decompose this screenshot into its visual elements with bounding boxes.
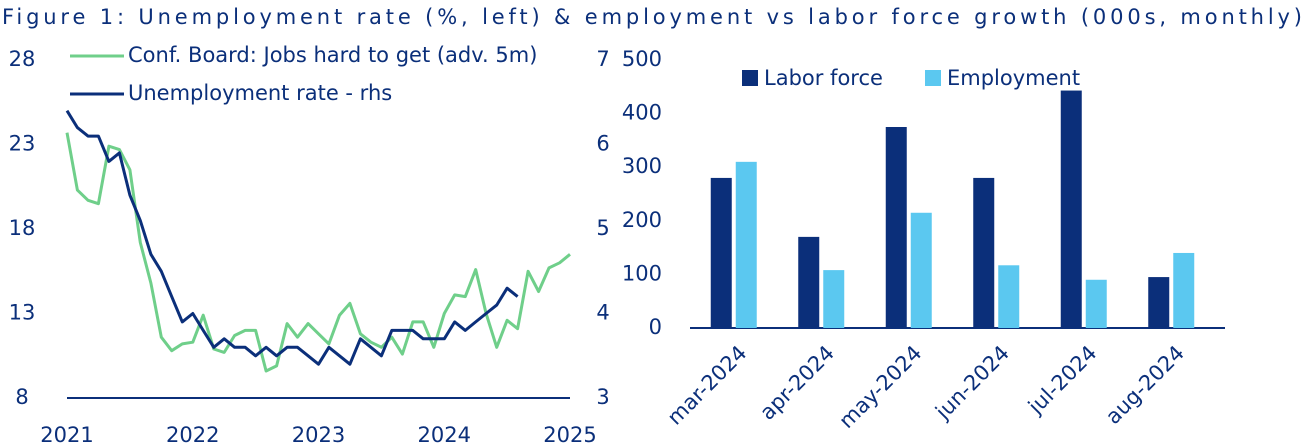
y2-tick-label: 6: [596, 132, 609, 156]
bar: [1173, 252, 1195, 328]
x-tick-label: aug-2024: [1101, 341, 1189, 429]
figure-title: Figure 1: Unemployment rate (%, left) & …: [2, 5, 1302, 29]
y-tick-label: 23: [9, 132, 36, 156]
y-tick-label: 13: [9, 301, 36, 325]
x-tick-label: 2024: [418, 423, 471, 447]
data-line: [65, 132, 571, 373]
legend-label: Employment: [947, 66, 1080, 90]
bar: [1085, 279, 1107, 328]
y-tick-label: 0: [649, 315, 662, 339]
y-tick-label: 300: [622, 154, 662, 178]
y-tick-label: 8: [15, 385, 28, 409]
x-tick-label: may-2024: [834, 341, 926, 433]
bar: [735, 161, 757, 328]
legend-label: Unemployment rate - rhs: [128, 81, 392, 105]
bar: [885, 127, 907, 328]
bar: [710, 177, 732, 328]
x-tick-label: jul-2024: [1023, 341, 1101, 419]
y2-tick-label: 4: [596, 301, 609, 325]
bar: [973, 177, 995, 328]
legend-label: Conf. Board: Jobs hard to get (adv. 5m): [128, 43, 537, 67]
bar: [823, 270, 845, 328]
y2-tick-label: 5: [596, 216, 609, 240]
legend-label: Labor force: [764, 66, 883, 90]
x-tick-label: apr-2024: [755, 341, 839, 425]
legend-swatch: [925, 70, 941, 86]
x-tick-label: 2025: [543, 423, 596, 447]
y-tick-label: 28: [9, 47, 36, 71]
y2-tick-label: 7: [596, 47, 609, 71]
x-tick-label: mar-2024: [663, 341, 752, 430]
legend-swatch: [742, 70, 758, 86]
bar: [998, 265, 1020, 328]
y-tick-label: 18: [9, 216, 36, 240]
bar: [1148, 277, 1170, 328]
bar: [1060, 90, 1082, 328]
bar: [798, 236, 820, 328]
y-tick-label: 400: [622, 101, 662, 125]
x-tick-label: jun-2024: [930, 341, 1014, 425]
bar: [910, 212, 932, 328]
y-tick-label: 100: [622, 261, 662, 285]
data-line: [65, 109, 519, 366]
x-tick-label: 2022: [166, 423, 219, 447]
y-tick-label: 200: [622, 208, 662, 232]
x-tick-label: 2021: [40, 423, 93, 447]
y-tick-label: 500: [622, 47, 662, 71]
x-tick-label: 2023: [292, 423, 345, 447]
y2-tick-label: 3: [596, 385, 609, 409]
